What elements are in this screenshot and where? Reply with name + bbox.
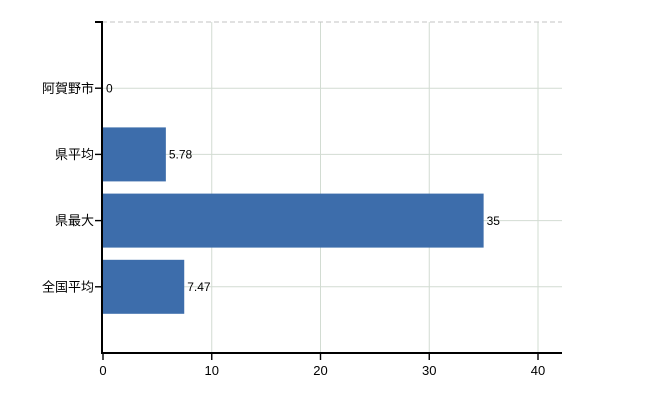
bar — [103, 259, 185, 314]
category-label: 全国平均 — [42, 279, 94, 294]
bar-value-label: 5.78 — [169, 148, 193, 162]
bar-value-label: 7.47 — [187, 280, 211, 294]
bar-value-label: 0 — [106, 81, 113, 95]
bar — [103, 127, 166, 182]
bar-value-label: 35 — [487, 214, 501, 228]
x-tick-label: 30 — [422, 363, 436, 378]
x-tick-label: 40 — [531, 363, 545, 378]
category-label: 阿賀野市 — [42, 81, 94, 96]
x-tick-label: 10 — [205, 363, 219, 378]
bar — [103, 193, 484, 248]
x-tick-label: 20 — [313, 363, 327, 378]
category-label: 県最大 — [55, 213, 94, 228]
x-tick-label: 0 — [99, 363, 106, 378]
category-label: 県平均 — [55, 147, 94, 162]
